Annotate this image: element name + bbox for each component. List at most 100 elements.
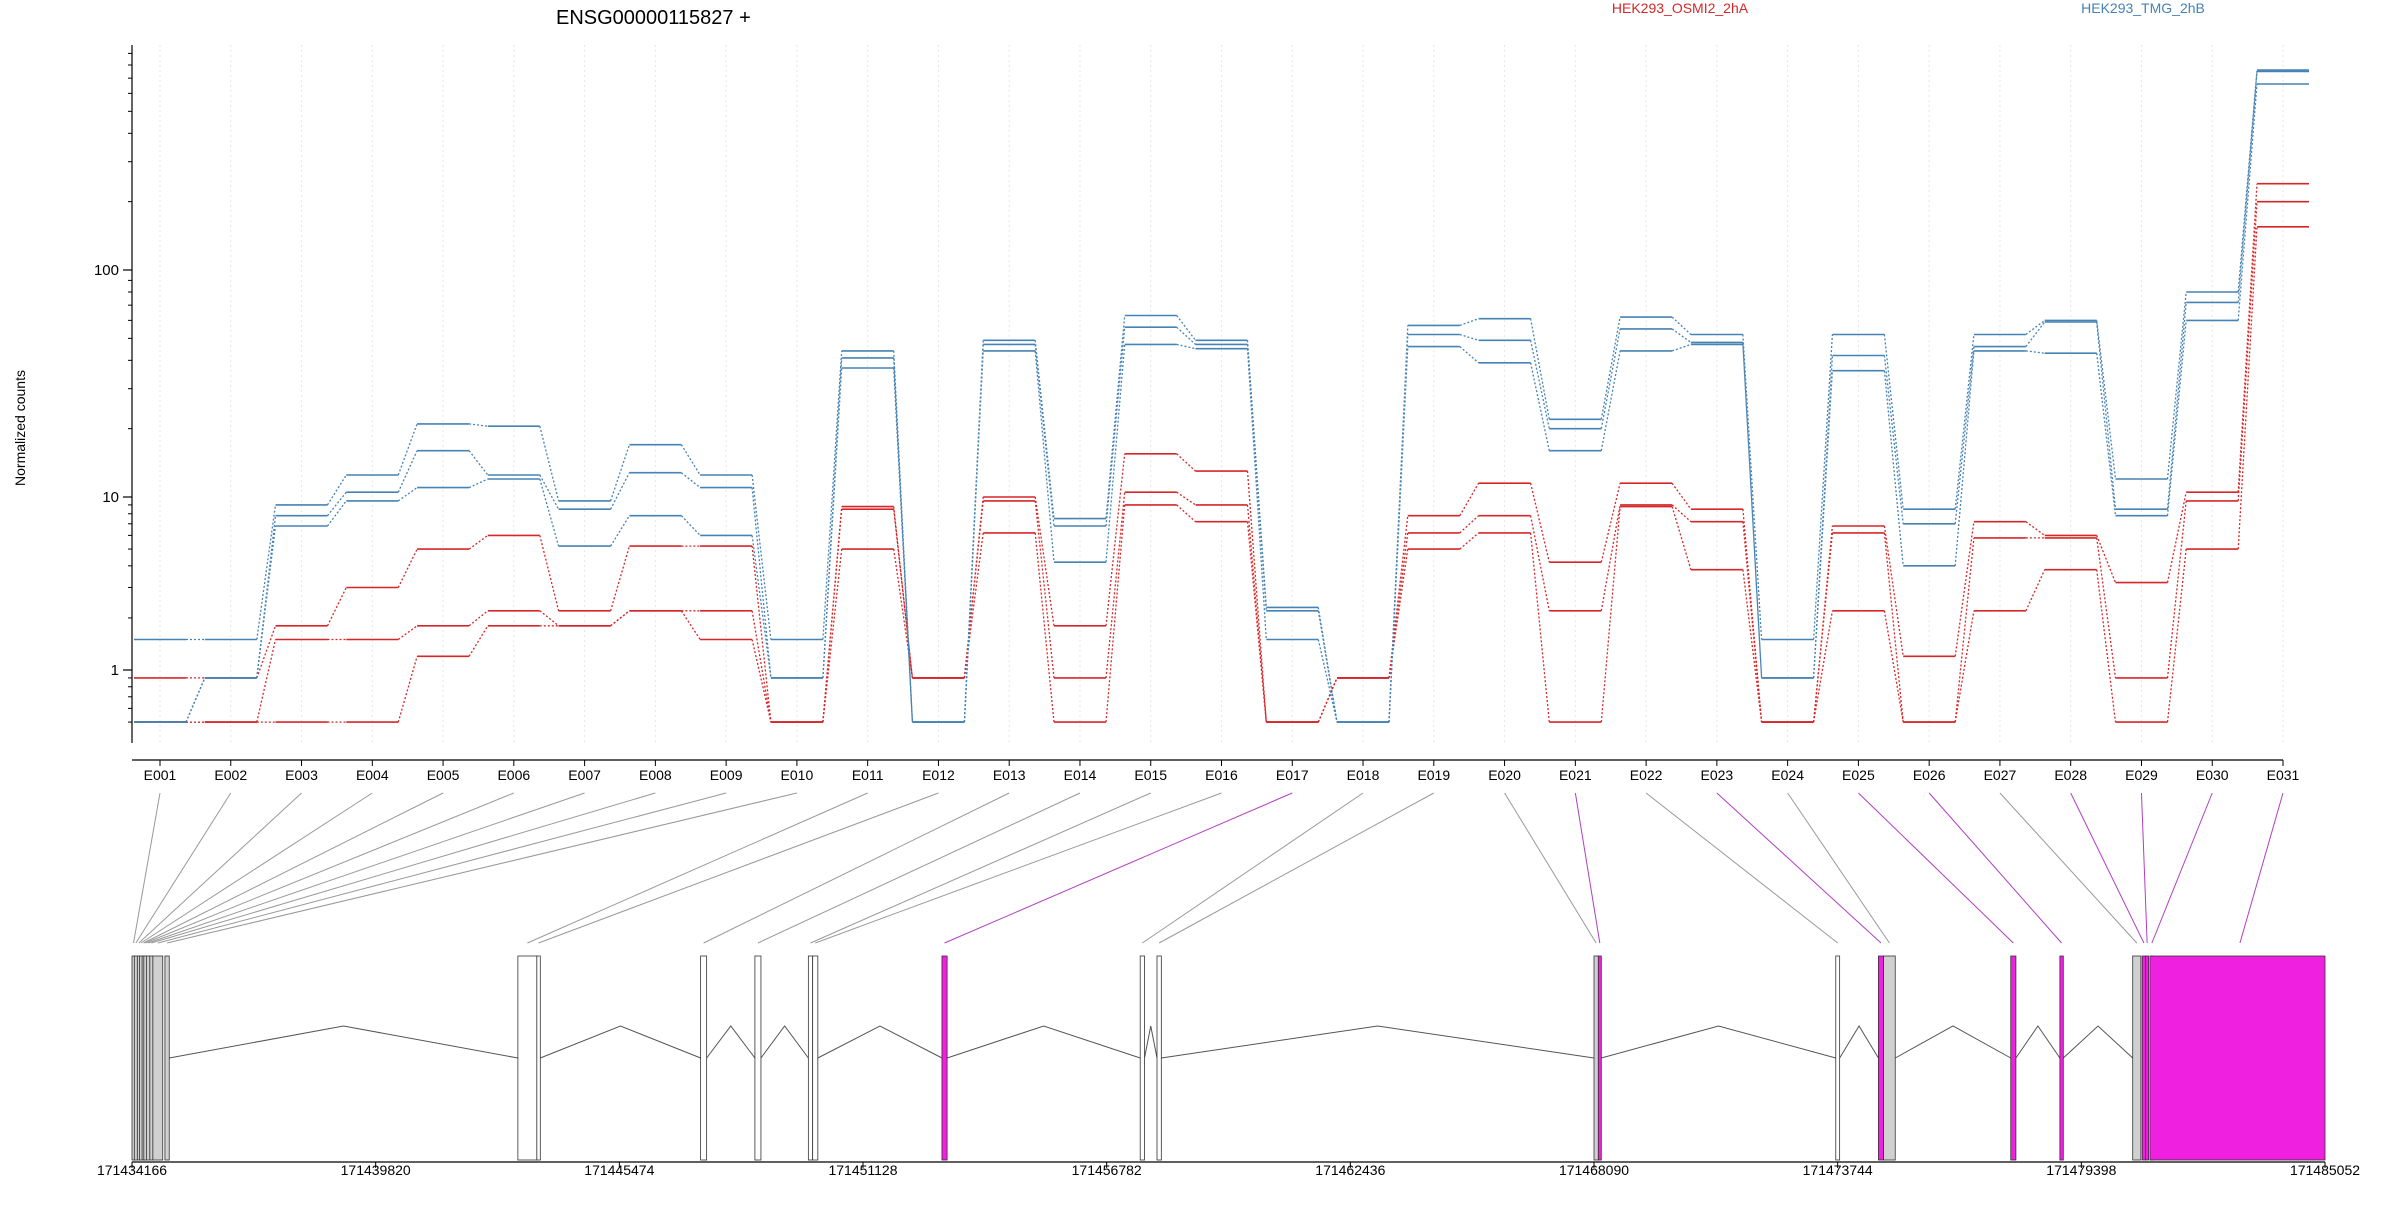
exon-bin-e013 — [700, 955, 708, 1161]
exon-bin-e002 — [133, 955, 138, 1161]
connector-e001 — [133, 792, 161, 944]
genomic-tick-label: 171462436 — [1315, 1162, 1385, 1178]
axis-layer: 1 10 100 E001 E002 E003 E004 E005 E006 E007 E008 E0… — [94, 45, 2300, 783]
x-tick-label-e020: E020 — [1488, 767, 1521, 783]
genomic-tick-label: 171485052 — [2290, 1162, 2360, 1178]
x-tick-label-e016: E016 — [1205, 767, 1238, 783]
genomic-tick-label: 171434166 — [97, 1162, 167, 1178]
x-tick-label-e003: E003 — [285, 767, 318, 783]
exon-bin-e012 — [536, 955, 541, 1161]
intron-line — [946, 1025, 1141, 1059]
exon-bin-e018 — [1139, 955, 1145, 1161]
grid-layer — [159, 45, 2284, 743]
exon-bin-e008 — [149, 955, 154, 1161]
x-tick-label-e012: E012 — [922, 767, 955, 783]
x-tick-label-e007: E007 — [568, 767, 601, 783]
exon-bin-e025 — [2010, 955, 2017, 1161]
connector-layer — [133, 792, 2284, 944]
x-tick-label-e015: E015 — [1134, 767, 1167, 783]
intron-line — [1839, 1025, 1879, 1059]
connector-e030 — [2151, 792, 2213, 944]
intron-line — [540, 1025, 701, 1059]
connector-e004 — [140, 792, 373, 944]
exon-bin-e029 — [2145, 955, 2150, 1161]
exon-bin-e017 — [941, 955, 948, 1161]
connector-e005 — [143, 792, 444, 944]
exon-bin-e022 — [1835, 955, 1841, 1161]
connector-e018 — [1142, 792, 1364, 944]
x-tick-label-e009: E009 — [710, 767, 743, 783]
connector-e011 — [527, 792, 868, 944]
exon-bin-e009 — [152, 955, 164, 1161]
connector-e026 — [1928, 792, 2062, 944]
x-tick-label-e008: E008 — [639, 767, 672, 783]
connector-e017 — [944, 792, 1293, 944]
exon-bin-e027 — [2132, 955, 2142, 1161]
series-link-5 — [185, 83, 2258, 723]
genomic-tick-label: 171456782 — [1072, 1162, 1142, 1178]
connector-e028 — [2070, 792, 2145, 944]
exon-bin-e019 — [1156, 955, 1162, 1161]
exon-bin-e007 — [145, 955, 151, 1161]
x-tick-label-e004: E004 — [356, 767, 389, 783]
connector-e023 — [1716, 792, 1882, 944]
connector-e029 — [2140, 792, 2148, 944]
connector-e007 — [147, 792, 585, 944]
x-tick-label-e029: E029 — [2125, 767, 2158, 783]
genomic-tick-label: 171473744 — [1803, 1162, 1873, 1178]
x-tick-label-e022: E022 — [1630, 767, 1663, 783]
exon-bin-e016 — [812, 955, 819, 1161]
intron-line — [1161, 1025, 1595, 1059]
connector-e002 — [135, 792, 232, 944]
x-tick-label-e001: E001 — [144, 767, 177, 783]
x-tick-label-e025: E025 — [1842, 767, 1875, 783]
intron-line — [1144, 1025, 1158, 1059]
connector-e008 — [151, 792, 656, 944]
x-tick-label-e014: E014 — [1064, 767, 1097, 783]
connector-e006 — [145, 792, 515, 944]
intron-line — [2015, 1025, 2061, 1059]
connector-e024 — [1787, 792, 1890, 944]
exon-bin-e015 — [807, 955, 814, 1161]
x-tick-label-e005: E005 — [427, 767, 460, 783]
connector-e025 — [1858, 792, 2014, 944]
y-tick-label: 100 — [94, 262, 119, 279]
series-line-5 — [134, 83, 2309, 723]
connector-e019 — [1158, 792, 1435, 944]
connector-e020 — [1504, 792, 1597, 944]
intron-line — [706, 1025, 756, 1059]
intron-line — [760, 1025, 809, 1059]
connector-e009 — [157, 792, 727, 944]
exon-bin-e011 — [517, 955, 538, 1161]
genomic-tick-label: 171468090 — [1559, 1162, 1629, 1178]
exon-bin-e014 — [754, 955, 762, 1161]
x-tick-label-e010: E010 — [781, 767, 814, 783]
connector-e014 — [757, 792, 1081, 944]
connector-e021 — [1574, 792, 1601, 944]
connector-e013 — [703, 792, 1010, 944]
genomic-tick-label: 171479398 — [2046, 1162, 2116, 1178]
y-axis-label: Normalized counts — [12, 370, 28, 486]
exon-bin-e026 — [2059, 955, 2064, 1161]
connector-e015 — [810, 792, 1151, 944]
x-tick-label-e023: E023 — [1701, 767, 1734, 783]
genomic-tick-label: 171451128 — [828, 1162, 897, 1178]
intron-line — [169, 1025, 518, 1059]
gene-model-layer: 171434166 171439820 171445474 171451128 1714… — [97, 955, 2360, 1178]
series-link-0 — [186, 183, 2258, 723]
connector-e016 — [815, 792, 1222, 944]
text-layer: ENSG00000115827 + Normalized counts HEK2… — [12, 0, 2205, 486]
x-tick-label-e019: E019 — [1417, 767, 1450, 783]
connector-e003 — [138, 792, 302, 944]
exon-bin-e020 — [1593, 955, 1599, 1161]
x-tick-label-e031: E031 — [2267, 767, 2300, 783]
series-link-2 — [186, 226, 2258, 723]
x-tick-label-e006: E006 — [497, 767, 530, 783]
connector-e031 — [2239, 792, 2284, 944]
x-tick-label-e027: E027 — [1984, 767, 2017, 783]
connector-e027 — [1999, 792, 2138, 944]
exon-bin-e010 — [164, 955, 170, 1161]
intron-line — [1601, 1025, 1836, 1059]
